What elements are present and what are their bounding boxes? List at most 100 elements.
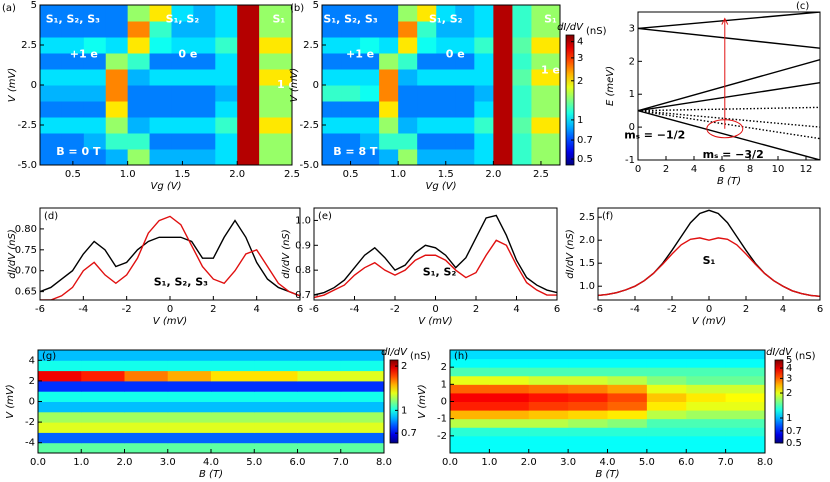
heat-cell <box>171 117 194 134</box>
panel-label: (d) <box>44 211 58 222</box>
heat-cell <box>167 442 212 453</box>
x-tick-label: 6.0 <box>290 457 306 468</box>
heat-cell <box>531 117 560 134</box>
heat-cell <box>124 391 169 402</box>
heat-cell <box>436 69 456 86</box>
x-tick-label: 4.0 <box>203 457 219 468</box>
heat-cell <box>568 410 608 420</box>
heat-cell <box>237 53 260 70</box>
colorbar <box>565 34 575 166</box>
heat-cell <box>83 37 107 54</box>
heat-cell <box>568 384 608 394</box>
x-tick-label: 4 <box>513 304 519 315</box>
x-axis-label: B (T) <box>717 176 741 187</box>
annotation: 0 e <box>178 48 197 61</box>
heat-cell <box>167 411 212 423</box>
colorbar-tick-label: 1 <box>577 115 583 126</box>
heat-cell <box>340 411 384 423</box>
heat-cell <box>568 392 608 402</box>
heat-cell <box>297 432 342 444</box>
annotation: +1 e <box>70 48 98 61</box>
colorbar-label: (nS) <box>795 351 816 362</box>
heat-cell <box>607 401 648 411</box>
heat-cell <box>259 53 292 70</box>
heat-cell <box>167 380 212 392</box>
heat-cell <box>474 117 494 134</box>
heat-cell <box>83 5 107 22</box>
heat-cell <box>254 391 298 402</box>
heat-cell <box>105 149 129 165</box>
heat-cell <box>81 370 125 382</box>
x-tick-label: -2 <box>667 304 677 315</box>
heat-cell <box>725 367 765 377</box>
y-tick-label: 0.7 <box>295 290 311 301</box>
heat-cell <box>455 69 475 86</box>
heat-cell <box>568 350 608 360</box>
heat-cell <box>171 101 194 118</box>
heat-cell <box>81 432 125 444</box>
annotation: S₁ <box>272 12 285 25</box>
x-tick-label: 10 <box>772 164 785 175</box>
heat-cell <box>646 367 687 377</box>
heat-cell <box>167 350 212 361</box>
y-tick-label: 0 <box>441 397 447 408</box>
heat-cell <box>474 21 494 38</box>
heat-cell <box>398 85 418 102</box>
heat-cell <box>360 5 380 22</box>
heat-cell <box>646 444 687 453</box>
heat-cell <box>646 350 687 360</box>
heat-cell <box>193 85 216 102</box>
heat-cell <box>105 53 129 70</box>
heat-cell <box>725 401 765 411</box>
heat-cell <box>607 435 648 445</box>
heat-cell <box>254 370 298 382</box>
heat-cell <box>40 101 63 118</box>
x-tick-label: 4 <box>780 304 786 315</box>
x-tick-label: 2.0 <box>229 169 245 180</box>
heat-cell <box>61 101 85 118</box>
heat-cell <box>379 37 399 54</box>
heat-cell <box>398 149 418 165</box>
heat-cell <box>40 37 63 54</box>
heat-cell <box>489 418 530 428</box>
heat-cell <box>259 5 292 22</box>
x-tick-label: -4 <box>630 304 640 315</box>
heat-cell <box>568 435 608 445</box>
heat-cell <box>127 69 151 86</box>
panel <box>314 214 557 299</box>
heat-cell <box>725 358 765 368</box>
y-tick-label: 0 <box>29 397 35 408</box>
heat-cell <box>127 101 151 118</box>
heat-cell <box>254 380 298 392</box>
heat-cell <box>607 375 648 385</box>
heat-cell <box>686 435 727 445</box>
heat-cell <box>436 149 456 165</box>
colorbar-tick-label: 1 <box>786 413 792 424</box>
heat-cell <box>512 37 532 54</box>
heat-cell <box>81 380 125 392</box>
data-line <box>40 215 300 300</box>
heat-cell <box>341 149 361 165</box>
heat-cell <box>725 375 765 385</box>
heat-cell <box>149 21 172 38</box>
y-tick-label: -5.0 <box>299 160 319 171</box>
heat-cell <box>455 133 475 150</box>
heat-cell <box>474 149 494 165</box>
heat-cell <box>398 69 418 86</box>
heat-cell <box>38 360 82 372</box>
heat-cell <box>417 69 437 86</box>
heat-cell <box>436 53 456 70</box>
heat-cell <box>211 411 255 423</box>
heat-cell <box>436 101 456 118</box>
heat-cell <box>167 401 212 413</box>
heat-cell <box>646 358 687 368</box>
heat-cell <box>105 37 129 54</box>
annotation: mₛ = −3/2 <box>703 148 764 161</box>
heat-cell <box>38 391 82 402</box>
colorbar-label: (nS) <box>410 351 431 362</box>
heat-cell <box>322 117 342 134</box>
heat-cell <box>531 85 560 102</box>
heat-cell <box>528 375 569 385</box>
heat-cell <box>61 69 85 86</box>
heat-cell <box>646 427 687 437</box>
